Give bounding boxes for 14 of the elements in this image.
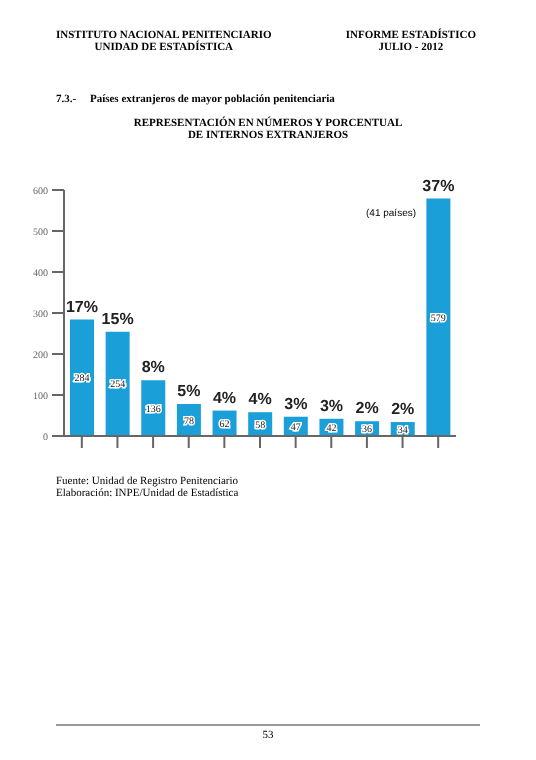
- bar: [426, 198, 451, 436]
- annotation: 37%: [422, 176, 455, 195]
- annotation: 5%: [177, 382, 201, 401]
- annotation: 8%: [141, 358, 165, 377]
- bar: [105, 331, 130, 436]
- annotation: 3%: [319, 396, 344, 415]
- annotation: 3%: [284, 394, 308, 413]
- annotation: 4%: [248, 390, 272, 409]
- annotation: 2%: [355, 399, 379, 418]
- bar: [70, 319, 94, 436]
- annotation: 4%: [212, 388, 237, 407]
- annotation: 17%: [65, 297, 99, 316]
- annotation: 15%: [101, 309, 134, 328]
- annotation: 2%: [391, 400, 415, 419]
